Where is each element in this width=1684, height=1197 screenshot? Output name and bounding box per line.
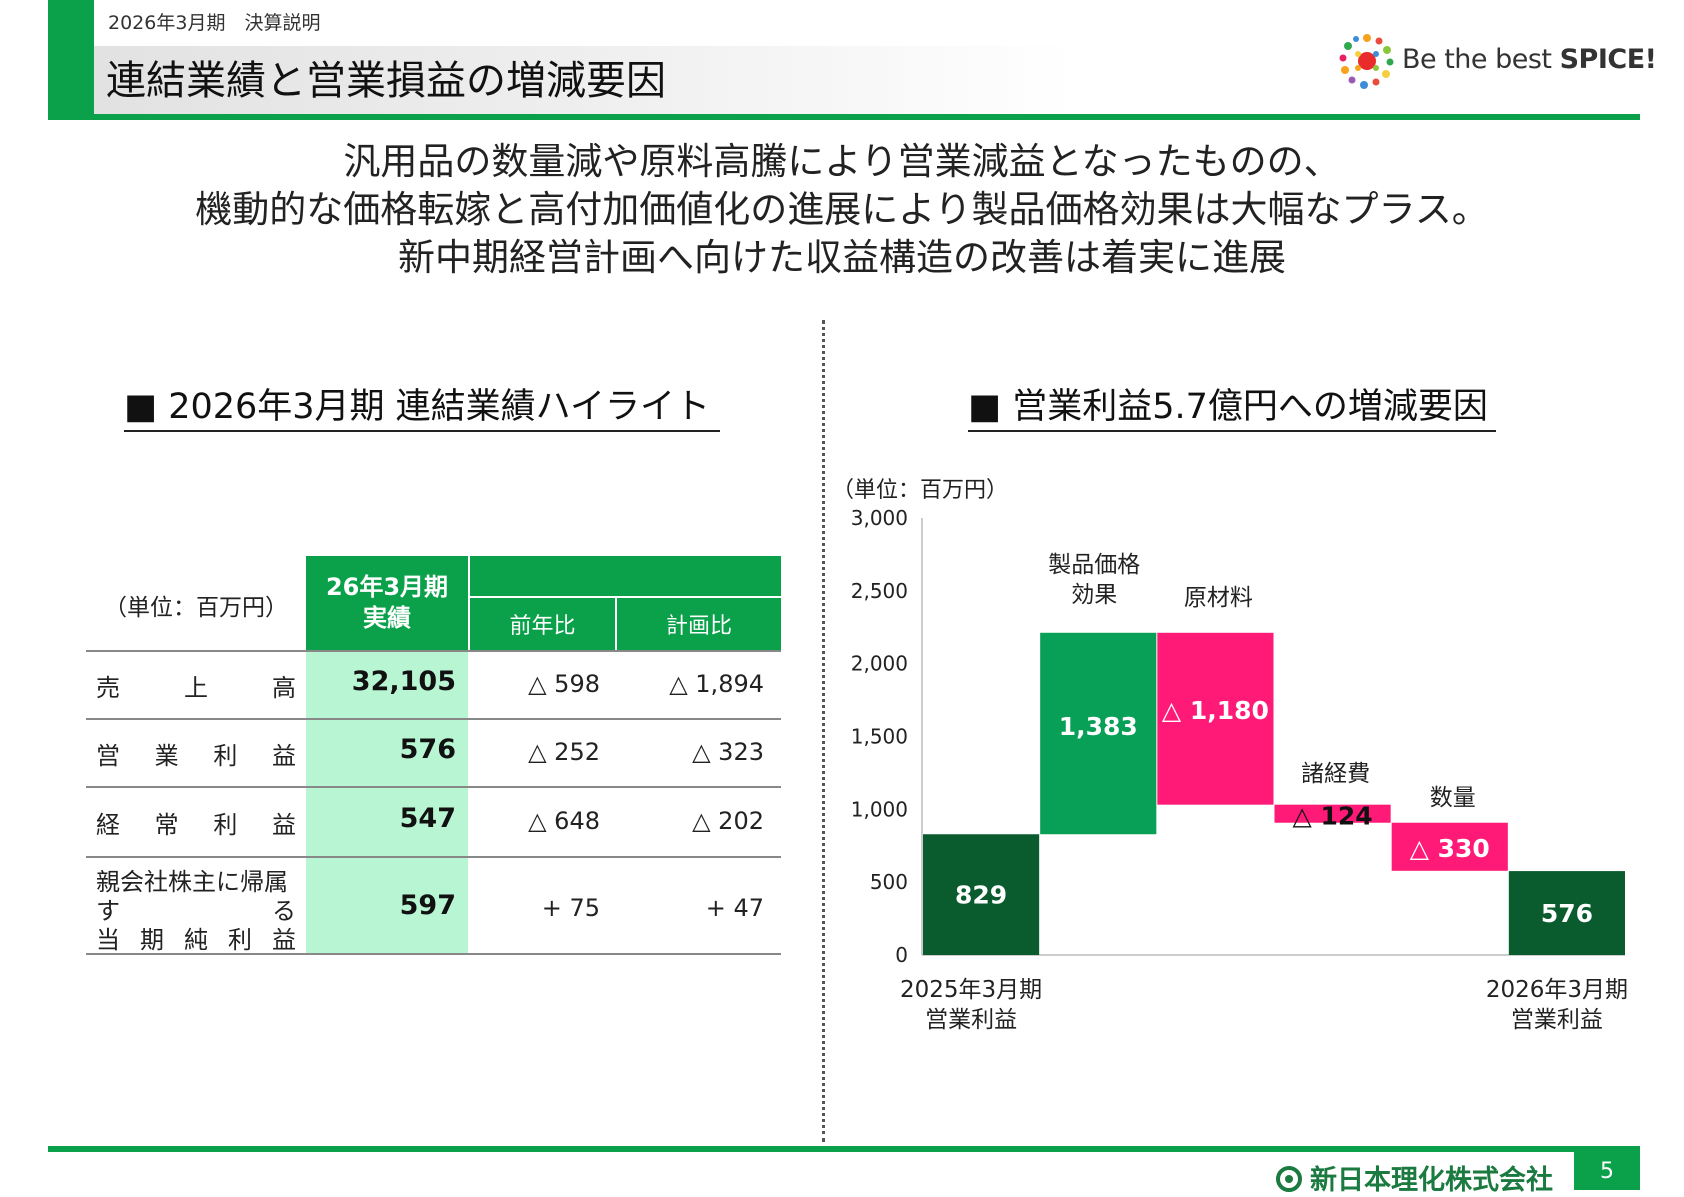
- waterfall-bar: [1391, 822, 1508, 871]
- company-mark-icon: [1276, 1166, 1302, 1192]
- x-category-label: 2026年3月期: [1486, 977, 1628, 1003]
- table-rule: [86, 856, 781, 858]
- table-rule: [86, 786, 781, 788]
- row-label-sales: 売 上 高: [96, 674, 296, 702]
- ordinary-profit-actual-value: 547: [399, 803, 456, 834]
- x-category-label: 営業利益: [925, 1007, 1017, 1033]
- x-category-label: 2025年3月期: [900, 977, 1042, 1003]
- headline-line: 機動的な価格転嫁と高付加価値化の進展により製品価格効果は大幅なプラス。: [195, 188, 1489, 231]
- highlight-section-title: ■ 2026年3月期 連結業績ハイライト: [124, 384, 720, 432]
- page-title: 連結業績と営業損益の増減要因: [106, 58, 666, 104]
- headline-message: 汎用品の数量減や原料高騰により営業減益となったものの、 機動的な価格転嫁と高付加…: [0, 138, 1684, 282]
- table-rule: [86, 953, 781, 955]
- header-accent-bar: [48, 0, 94, 120]
- bar-value-label: △ 330: [1410, 834, 1490, 863]
- section-divider: [822, 320, 825, 1142]
- operating-profit-plan-value: △ 323: [692, 738, 764, 766]
- footer-divider: [48, 1146, 1640, 1152]
- bar-value-label: 576: [1541, 899, 1593, 928]
- sales-plan-value: △ 1,894: [669, 670, 764, 698]
- table-rule: [86, 718, 781, 720]
- comparison-header-band: [470, 556, 781, 596]
- bar-value-label: △ 124: [1293, 802, 1373, 831]
- y-tick-label: 1,500: [851, 725, 908, 749]
- spice-logo-icon: [1339, 34, 1394, 89]
- header-divider: [48, 114, 1640, 120]
- document-subtitle: 2026年3月期 決算説明: [108, 12, 321, 34]
- brand-slogan: Be the best SPICE!: [1402, 44, 1657, 75]
- ordinary-profit-plan-value: △ 202: [692, 807, 764, 835]
- row-label-net-income-line1: 親会社株主に帰属: [96, 868, 288, 896]
- operating-profit-yoy-value: △ 252: [528, 738, 600, 766]
- title-background: [94, 46, 1074, 114]
- bar-value-label: 1,383: [1059, 712, 1138, 741]
- bar-category-label: 諸経費: [1301, 761, 1370, 787]
- row-label-operating-profit: 営 業 利 益: [96, 742, 296, 770]
- actual-column-highlight: [306, 650, 468, 954]
- waterfall-bar: [1157, 632, 1274, 805]
- net-income-actual-value: 597: [399, 890, 456, 921]
- plan-column-header: 計画比: [617, 598, 781, 650]
- sales-actual-value: 32,105: [351, 666, 456, 697]
- bar-category-label: 製品価格: [1048, 552, 1140, 578]
- y-tick-label: 2,000: [851, 652, 908, 676]
- operating-profit-actual-value: 576: [399, 734, 456, 765]
- net-income-yoy-value: + 75: [541, 894, 600, 922]
- net-income-plan-value: + 47: [705, 894, 764, 922]
- y-tick-label: 1,000: [851, 797, 908, 821]
- waterfall-bar: [923, 834, 1040, 955]
- waterfall-section-title: ■ 営業利益5.7億円への増減要因: [968, 384, 1496, 432]
- chart-unit-label: （単位：百万円）: [832, 478, 1009, 503]
- bar-category-label: 数量: [1430, 785, 1476, 811]
- actual-column-header: 26年3月期 実績: [306, 556, 468, 650]
- company-logo: 新日本理化株式会社: [1276, 1158, 1553, 1197]
- sales-yoy-value: △ 598: [528, 670, 600, 698]
- table-unit-label: （単位：百万円）: [104, 595, 288, 621]
- waterfall-bar: [1508, 871, 1625, 955]
- bar-value-label: △ 1,180: [1162, 696, 1269, 725]
- waterfall-bar: [1040, 632, 1157, 835]
- page-number: 5: [1574, 1152, 1640, 1190]
- y-tick-label: 0: [895, 943, 908, 967]
- y-tick-label: 2,500: [851, 579, 908, 603]
- row-label-net-income-line2: す る: [96, 897, 296, 925]
- row-label-net-income-line3: 当 期 純 利 益: [96, 926, 296, 954]
- table-rule: [86, 650, 781, 652]
- y-tick-label: 500: [870, 870, 908, 894]
- ordinary-profit-yoy-value: △ 648: [528, 807, 600, 835]
- bar-category-label: 原材料: [1184, 585, 1253, 611]
- bar-value-label: 829: [955, 881, 1007, 910]
- headline-line: 汎用品の数量減や原料高騰により営業減益となったものの、: [343, 140, 1341, 183]
- x-category-label: 営業利益: [1511, 1007, 1603, 1033]
- row-label-ordinary-profit: 経 常 利 益: [96, 811, 296, 839]
- bar-category-label: 効果: [1071, 582, 1117, 608]
- y-tick-label: 3,000: [851, 506, 908, 530]
- headline-line: 新中期経営計画へ向けた収益構造の改善は着実に進展: [398, 236, 1286, 279]
- waterfall-bar: [1274, 804, 1391, 823]
- yoy-column-header: 前年比: [470, 598, 615, 650]
